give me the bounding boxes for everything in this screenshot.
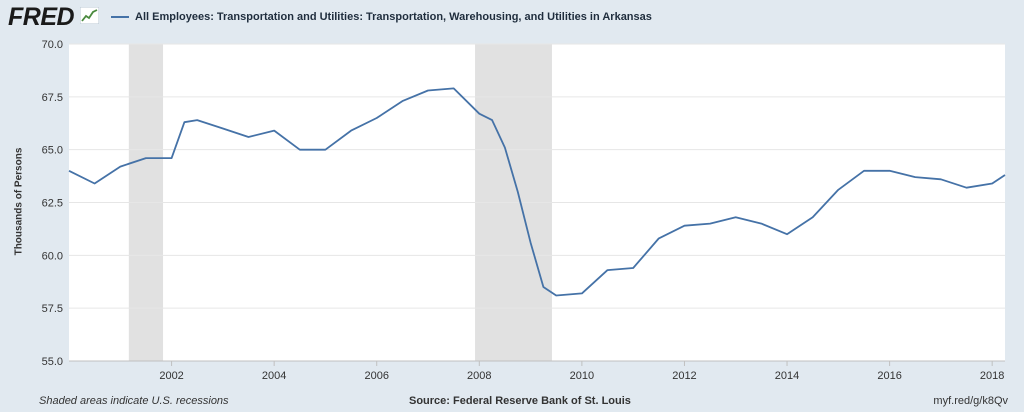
y-tick-label: 55.0 xyxy=(42,356,63,368)
fred-logo: FRED xyxy=(8,3,75,31)
series-line xyxy=(68,87,1006,297)
x-tick-label: 2012 xyxy=(672,370,696,382)
x-tick-label: 2014 xyxy=(775,370,799,382)
recession-note: Shaded areas indicate U.S. recessions xyxy=(39,395,229,407)
x-tick-label: 2006 xyxy=(364,370,388,382)
y-axis-label: Thousands of Persons xyxy=(13,147,25,256)
grid-layer xyxy=(69,43,1005,309)
legend-swatch xyxy=(111,16,129,18)
chart-header: FRED All Employees: Transportation and U… xyxy=(0,0,1024,34)
y-tick-label: 60.0 xyxy=(42,250,63,262)
x-tick-label: 2004 xyxy=(262,370,286,382)
y-tick-label: 70.0 xyxy=(42,39,63,51)
series-title: All Employees: Transportation and Utilit… xyxy=(135,11,652,23)
x-tick-label: 2002 xyxy=(159,370,183,382)
x-tick-label: 2008 xyxy=(467,370,491,382)
y-tick-label: 57.5 xyxy=(42,303,63,315)
x-axis: 2002 2004 2006 2008 2010 2012 2014 2016 2018 xyxy=(159,361,1004,382)
x-tick-label: 2018 xyxy=(980,370,1004,382)
y-tick-label: 65.0 xyxy=(42,145,63,157)
y-tick-label: 62.5 xyxy=(42,198,63,210)
x-tick-label: 2010 xyxy=(570,370,594,382)
series-legend: All Employees: Transportation and Utilit… xyxy=(111,8,652,26)
fred-chart-icon xyxy=(80,7,99,24)
source-text: Source: Federal Reserve Bank of St. Loui… xyxy=(409,395,631,407)
x-tick-label: 2016 xyxy=(877,370,901,382)
y-tick-label: 67.5 xyxy=(42,92,63,104)
short-url-link[interactable]: myf.red/g/k8Qv xyxy=(933,395,1008,407)
y-axis: 55.0 57.5 60.0 62.5 65.0 67.5 70.0 xyxy=(42,39,63,368)
